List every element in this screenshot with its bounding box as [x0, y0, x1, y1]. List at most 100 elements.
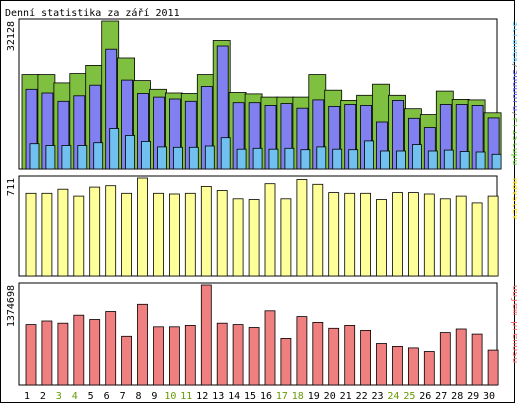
bar-traffic-Objem přenosu [455, 328, 467, 386]
bar-hits-Stránek [443, 149, 454, 170]
bar-traffic-Objem přenosu [360, 329, 372, 386]
bar-visits-Návštěv [344, 192, 356, 277]
bar-traffic-Objem přenosu [121, 335, 132, 386]
bar-visits-Návštěv [280, 198, 292, 277]
x-tick-label: 16 [260, 391, 272, 402]
legend-entry: Objem přenosu [510, 285, 517, 363]
bar-visits-Návštěv [168, 193, 180, 277]
bar-visits-Návštěv [89, 186, 101, 277]
bar-traffic-Objem přenosu [296, 316, 308, 386]
x-tick-label: 14 [228, 391, 240, 402]
bar-traffic-Objem přenosu [264, 310, 276, 386]
bar-hits-Stránek [204, 145, 215, 170]
bar-hits-Stránek [300, 149, 311, 170]
bar-traffic-Objem přenosu [89, 319, 101, 386]
bar-traffic-Objem přenosu [57, 322, 69, 386]
bar-visits-Návštěv [57, 188, 69, 277]
bar-hits-Stránek [61, 145, 72, 170]
bar-hits-Stránek [188, 146, 199, 170]
bar-traffic-Objem přenosu [439, 332, 451, 386]
bar-hits-Stránek [380, 150, 390, 170]
bar-visits-Návštěv [439, 198, 451, 277]
x-tick-label: 10 [164, 391, 176, 402]
bar-traffic-Objem přenosu [105, 311, 117, 386]
bar-visits-Návštěv [392, 192, 403, 277]
bar-hits-Stránek [125, 134, 135, 170]
legend-entry: / [510, 111, 517, 117]
bar-traffic-Objem přenosu [200, 284, 212, 386]
bar-visits-Návštěv [216, 190, 228, 277]
bar-hits-Stránek [29, 143, 40, 170]
chart-title: Denní statistika za září 2011 [5, 7, 180, 19]
bar-hits-Stránek [268, 148, 279, 170]
bar-traffic-Objem přenosu [312, 321, 324, 386]
bar-hits-Stránek [77, 145, 88, 170]
bar-visits-Návštěv [153, 192, 164, 277]
x-tick-label: 22 [356, 391, 368, 402]
bar-traffic-Objem přenosu [376, 343, 387, 386]
bar-traffic-Objem přenosu [168, 326, 180, 386]
legend-entry: / [510, 63, 517, 69]
bar-hits-Stránek [411, 144, 422, 170]
x-tick-label: 3 [56, 391, 62, 402]
bar-visits-Návštěv [41, 192, 53, 277]
bar-traffic-Objem přenosu [232, 324, 244, 386]
legend-entry: Přístupů [510, 117, 517, 165]
bar-traffic-Objem přenosu [471, 333, 483, 386]
bar-hits-Stránek [220, 137, 231, 170]
x-tick-label: 30 [483, 391, 495, 402]
legend-entry: Stránek [510, 21, 517, 63]
bar-hits-Stránek [252, 147, 263, 170]
bar-hits-Stránek [157, 146, 167, 170]
bar-visits-Návštěv [184, 192, 196, 277]
x-tick-label: 2 [40, 391, 46, 402]
x-tick-label: 21 [340, 391, 352, 402]
x-tick-label: 4 [72, 391, 78, 402]
bar-visits-Návštěv [264, 183, 276, 277]
x-tick-label: 5 [88, 391, 94, 402]
bar-hits-Stránek [109, 128, 120, 170]
x-tick-label: 27 [435, 391, 447, 402]
bar-visits-Návštěv [312, 183, 324, 277]
x-tick-label: 23 [371, 391, 383, 402]
bar-traffic-Objem přenosu [328, 327, 340, 386]
bar-hits-Stránek [364, 140, 375, 170]
bar-visits-Návštěv [376, 199, 387, 277]
legend-hits: Stránek/Souborů/Přístupů [510, 21, 517, 166]
x-tick-label: 17 [276, 391, 288, 402]
bar-traffic-Objem přenosu [184, 324, 196, 386]
bar-traffic-Objem přenosu [407, 347, 419, 386]
x-tick-label: 8 [135, 391, 141, 402]
x-tick-label: 24 [387, 391, 399, 402]
bar-visits-Návštěv [137, 177, 148, 277]
bar-traffic-Objem přenosu [423, 351, 435, 386]
bar-hits-Stránek [475, 151, 486, 170]
bar-hits-Stránek [459, 151, 470, 170]
bar-hits-Stránek [45, 145, 56, 170]
bar-hits-Stránek [141, 140, 151, 170]
bar-visits-Návštěv [328, 192, 340, 277]
x-tick-label: 9 [151, 391, 157, 402]
bar-hits-Stránek [316, 146, 327, 170]
x-tick-label: 29 [467, 391, 479, 402]
y-max-label-hits: 32128 [6, 21, 17, 51]
bar-traffic-Objem přenosu [153, 326, 164, 386]
x-tick-label: 12 [196, 391, 208, 402]
bar-traffic-Objem přenosu [487, 349, 499, 386]
bar-hits-Stránek [396, 150, 406, 170]
bar-traffic-Objem přenosu [216, 322, 228, 386]
bar-traffic-Objem přenosu [25, 324, 37, 386]
bar-hits-Stránek [93, 142, 104, 170]
bar-hits-Stránek [427, 150, 438, 170]
x-tick-label: 26 [419, 391, 431, 402]
bar-traffic-Objem přenosu [73, 314, 85, 386]
bar-visits-Návštěv [73, 195, 85, 277]
bar-hits-Stránek [332, 148, 343, 170]
x-tick-label: 7 [120, 391, 126, 402]
bar-traffic-Objem přenosu [344, 324, 356, 386]
x-tick-label: 18 [292, 391, 304, 402]
y-max-label-visits: 711 [6, 178, 17, 196]
bar-visits-Návštěv [360, 192, 372, 277]
